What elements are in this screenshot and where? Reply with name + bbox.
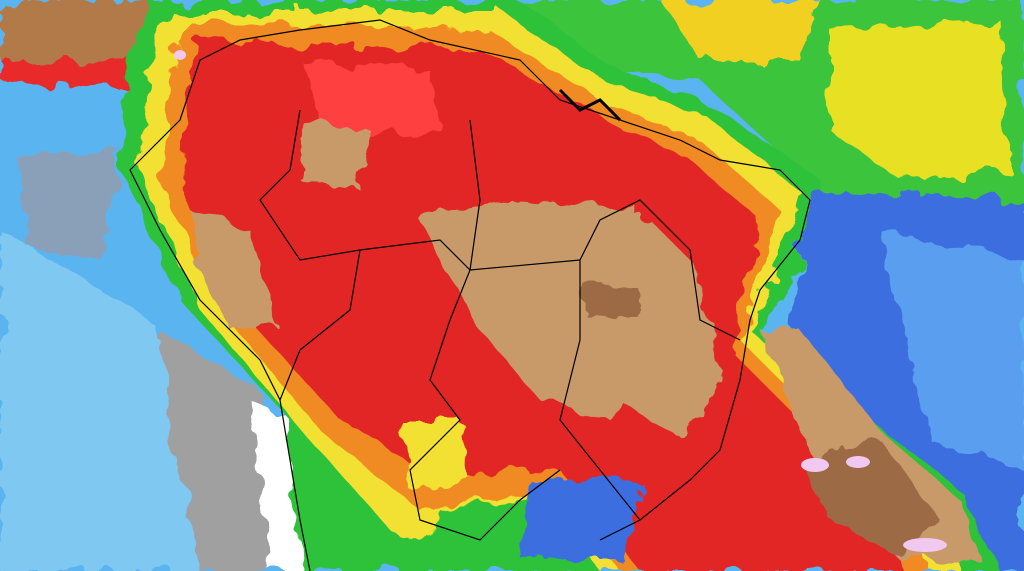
brown-andes (190, 210, 280, 330)
ocean-gray (20, 150, 120, 260)
max-patches (174, 50, 947, 552)
brown-east (590, 220, 720, 440)
atlantic-light (880, 230, 1024, 470)
yellow-patch (400, 420, 470, 490)
northwest-red (0, 60, 140, 90)
northwest-brown (0, 0, 150, 70)
max-patch (801, 458, 829, 472)
border-line (409, 439, 561, 541)
south-blue (520, 480, 640, 560)
north-yellow-2 (660, 0, 820, 60)
border-line (429, 119, 481, 441)
borders (129, 19, 811, 571)
river (558, 88, 622, 122)
red-patch (300, 60, 440, 140)
max-patch (903, 538, 947, 552)
border-line (559, 260, 641, 521)
border-line (259, 109, 581, 271)
brown-dark-2 (580, 280, 640, 320)
border-line (579, 199, 741, 341)
border-line (279, 249, 361, 401)
max-patch (174, 50, 186, 60)
max-patch (846, 456, 870, 468)
coastline (129, 19, 811, 541)
west-coast (129, 169, 311, 571)
gray-zone (160, 330, 290, 571)
north-yellow (830, 20, 1010, 180)
brown-dark (800, 440, 940, 555)
brown-west (300, 120, 370, 190)
